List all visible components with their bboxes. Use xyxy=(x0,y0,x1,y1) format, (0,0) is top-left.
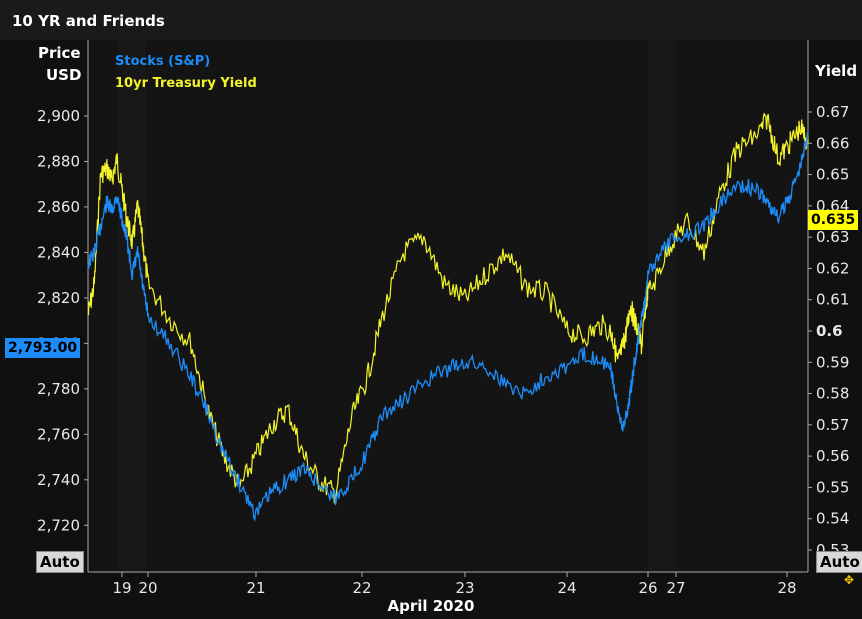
current-price-badge: 2,793.00 xyxy=(5,338,81,358)
plot-area xyxy=(88,40,808,572)
x-tick-label: 24 xyxy=(557,579,576,597)
right-tick-label: 0.57 xyxy=(816,416,849,434)
x-axis-title: April 2020 xyxy=(387,597,475,615)
x-tick-label: 28 xyxy=(777,579,796,597)
left-tick-label: 2,760 xyxy=(37,425,80,443)
x-tick-label: 20 xyxy=(138,579,157,597)
right-tick-label: 0.58 xyxy=(816,385,849,403)
left-tick-label: 2,900 xyxy=(37,107,80,125)
x-tick-label: 22 xyxy=(352,579,371,597)
right-tick-label: 0.6 xyxy=(816,322,843,340)
left-tick-label: 2,840 xyxy=(37,243,80,261)
chart-title: 10 YR and Friends xyxy=(12,12,165,30)
series-line-yield xyxy=(87,113,809,504)
right-axis-title: Yield xyxy=(815,62,858,80)
right-tick-label: 0.55 xyxy=(816,478,849,496)
left-tick-label: 2,820 xyxy=(37,289,80,307)
right-tick-label: 0.65 xyxy=(816,166,849,184)
title-bar: 10 YR and Friends xyxy=(0,0,862,40)
left-tick-label: 2,780 xyxy=(37,380,80,398)
right-tick-label: 0.61 xyxy=(816,291,849,309)
current-yield-badge: 0.635 xyxy=(808,210,859,230)
left-axis-auto-button[interactable]: Auto xyxy=(36,551,84,573)
left-axis-title-price: Price xyxy=(38,44,81,62)
right-axis-auto-button[interactable]: Auto xyxy=(816,551,862,573)
x-tick-label: 21 xyxy=(246,579,265,597)
x-tick-label: 19 xyxy=(112,579,131,597)
right-tick-label: 0.66 xyxy=(816,134,849,152)
weekend-band xyxy=(648,40,676,572)
drag-cursor-icon[interactable]: ✥ xyxy=(844,573,855,587)
weekend-band xyxy=(118,40,146,572)
legend-yield: 10yr Treasury Yield xyxy=(115,76,257,91)
left-tick-label: 2,880 xyxy=(37,152,80,170)
right-tick-label: 0.63 xyxy=(816,228,849,246)
x-tick-label: 26 xyxy=(638,579,657,597)
legend-stocks: Stocks (S&P) xyxy=(115,54,211,69)
x-tick-label: 23 xyxy=(455,579,474,597)
left-axis-title-usd: USD xyxy=(46,66,82,84)
left-tick-label: 2,720 xyxy=(37,516,80,534)
right-tick-label: 0.59 xyxy=(816,353,849,371)
series-line-stocks xyxy=(87,131,809,522)
right-tick-label: 0.62 xyxy=(816,259,849,277)
x-tick-label: 27 xyxy=(666,579,685,597)
right-tick-label: 0.56 xyxy=(816,447,849,465)
right-tick-label: 0.54 xyxy=(816,510,849,528)
left-tick-label: 2,860 xyxy=(37,198,80,216)
left-tick-label: 2,740 xyxy=(37,471,80,489)
right-tick-label: 0.67 xyxy=(816,103,849,121)
